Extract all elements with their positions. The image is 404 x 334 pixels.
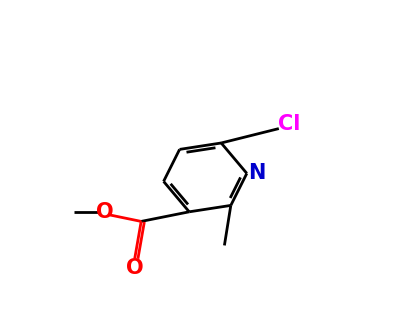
Text: Cl: Cl	[278, 114, 300, 134]
Text: O: O	[126, 258, 143, 278]
Text: N: N	[248, 163, 265, 183]
Text: O: O	[96, 202, 113, 222]
